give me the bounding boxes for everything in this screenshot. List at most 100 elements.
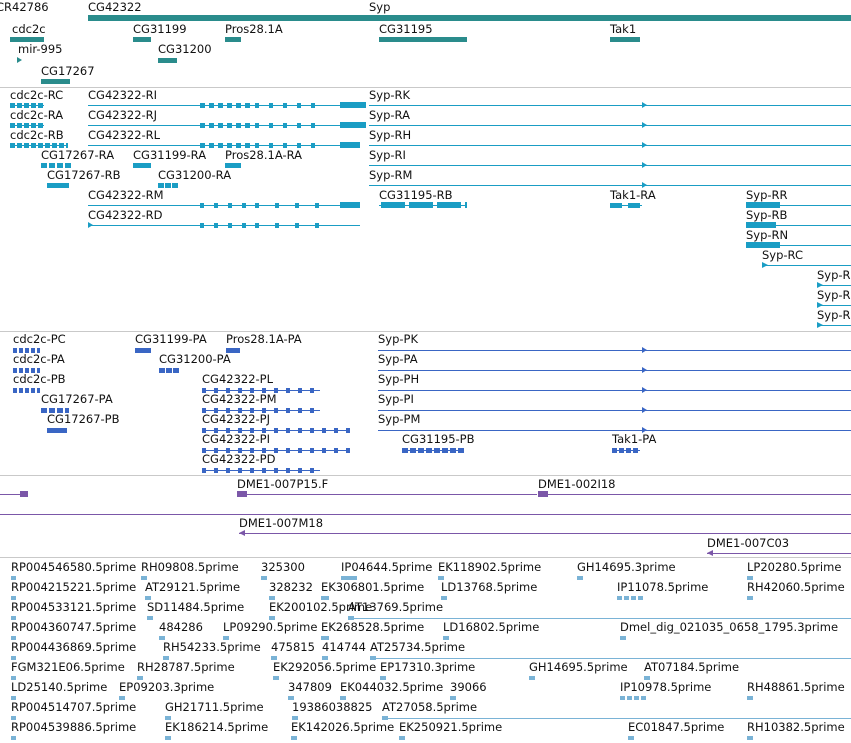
est-label[interactable]: 484286 [159, 620, 203, 634]
transcript-glyph[interactable] [369, 165, 851, 166]
est-label[interactable]: GH14695.3prime [577, 560, 676, 574]
transcript-label[interactable]: CG42322-RL [88, 128, 161, 142]
gene-label[interactable]: Syp [369, 0, 391, 14]
protein-label[interactable]: Pros28.1A-PA [226, 332, 302, 346]
protein-label[interactable]: CG17267-PA [41, 392, 113, 406]
protein-glyph[interactable] [135, 348, 151, 353]
clone-glyph[interactable] [0, 514, 851, 515]
est-label[interactable]: EK118902.5prime [438, 560, 542, 574]
protein-label[interactable]: CG31199-PA [135, 332, 207, 346]
clone-glyph[interactable] [707, 553, 851, 554]
est-label[interactable]: EK250921.5prime [399, 720, 503, 734]
est-label[interactable]: EP17310.3prime [380, 660, 476, 674]
transcript-glyph[interactable] [369, 145, 851, 146]
transcript-label[interactable]: Syp-RB [746, 208, 788, 222]
protein-label[interactable]: CG42322-PL [202, 372, 274, 386]
est-label[interactable]: GH21711.5prime [165, 700, 264, 714]
protein-glyph[interactable] [13, 368, 40, 373]
protein-glyph[interactable] [226, 348, 240, 353]
gene-label[interactable]: cdc2c [12, 22, 46, 36]
transcript-glyph[interactable] [817, 325, 851, 326]
protein-label[interactable]: CG42322-PI [202, 432, 271, 446]
transcript-glyph[interactable] [369, 185, 851, 186]
est-label[interactable]: SD11484.5prime [147, 600, 245, 614]
protein-glyph[interactable] [159, 368, 179, 373]
est-label[interactable]: AT13769.5prime [348, 600, 444, 614]
transcript-label[interactable]: CG17267-RA [41, 148, 115, 162]
est-label[interactable]: EK142026.5prime [291, 720, 395, 734]
transcript-label[interactable]: Tak1-RA [610, 188, 656, 202]
protein-glyph[interactable] [13, 348, 40, 353]
est-label[interactable]: 414744 [322, 640, 366, 654]
est-label[interactable]: EK268528.5prime [321, 620, 425, 634]
gene-label[interactable]: CG31195 [379, 22, 433, 36]
protein-glyph[interactable] [378, 350, 851, 351]
transcript-glyph[interactable] [746, 245, 851, 246]
est-label[interactable]: 325300 [261, 560, 305, 574]
protein-glyph[interactable] [378, 410, 851, 411]
clone-glyph[interactable] [538, 494, 851, 495]
est-label[interactable]: EC01847.5prime [628, 720, 725, 734]
transcript-label[interactable]: Syp-R [817, 308, 851, 322]
gene-glyph[interactable] [17, 57, 22, 63]
transcript-label[interactable]: Syp-RR [746, 188, 788, 202]
transcript-glyph[interactable] [369, 105, 851, 106]
est-label[interactable]: IP11078.5prime [617, 580, 709, 594]
clone-label[interactable]: DME1-007P15.F [237, 477, 329, 491]
gene-glyph[interactable] [610, 37, 640, 42]
transcript-label[interactable]: Syp-RC [762, 248, 804, 262]
est-label[interactable]: AT25734.5prime [370, 640, 466, 654]
protein-glyph[interactable] [41, 408, 69, 413]
est-label[interactable]: RP004215221.5prime [11, 580, 137, 594]
protein-label[interactable]: CG31195-PB [402, 432, 475, 446]
transcript-glyph[interactable] [369, 125, 851, 126]
transcript-glyph[interactable] [47, 183, 69, 188]
est-label[interactable]: RP004514707.5prime [11, 700, 137, 714]
transcript-label[interactable]: CG42322-RM [88, 188, 164, 202]
est-label[interactable]: 347809 [288, 680, 332, 694]
gene-glyph[interactable] [369, 15, 851, 21]
est-label[interactable]: RP004360747.5prime [11, 620, 137, 634]
clone-glyph[interactable] [0, 494, 28, 495]
est-label[interactable]: AT07184.5prime [644, 660, 740, 674]
protein-label[interactable]: cdc2c-PB [13, 372, 66, 386]
transcript-label[interactable]: CG31195-RB [379, 188, 453, 202]
transcript-label[interactable]: cdc2c-RA [10, 108, 64, 122]
est-label[interactable]: 19386038825 [292, 700, 373, 714]
transcript-label[interactable]: CG42322-RD [88, 208, 163, 222]
est-label[interactable]: LP20280.5prime [747, 560, 842, 574]
gene-label[interactable]: CG42322 [88, 0, 142, 14]
protein-label[interactable]: CG17267-PB [47, 412, 120, 426]
protein-label[interactable]: CG31200-PA [159, 352, 231, 366]
protein-label[interactable]: CG42322-PM [202, 392, 277, 406]
est-label[interactable]: RH42060.5prime [747, 580, 845, 594]
transcript-glyph[interactable] [817, 305, 851, 306]
est-label[interactable]: 328232 [269, 580, 313, 594]
gene-glyph[interactable] [133, 37, 151, 42]
transcript-label[interactable]: Syp-RM [369, 168, 413, 182]
protein-glyph[interactable] [378, 430, 851, 431]
gene-label[interactable]: CG31199 [133, 22, 187, 36]
gene-glyph[interactable] [10, 37, 44, 42]
est-label[interactable]: AT27058.5prime [382, 700, 478, 714]
transcript-glyph[interactable] [41, 163, 71, 168]
protein-glyph[interactable] [13, 388, 40, 393]
transcript-glyph[interactable] [158, 183, 178, 188]
gene-label[interactable]: Pros28.1A [225, 22, 283, 36]
protein-glyph[interactable] [378, 390, 851, 391]
est-label[interactable]: EK306801.5prime [321, 580, 425, 594]
est-label[interactable]: RP004539886.5prime [11, 720, 137, 734]
gene-glyph[interactable] [379, 37, 467, 42]
clone-glyph[interactable] [237, 494, 537, 495]
est-label[interactable]: RH48861.5prime [747, 680, 845, 694]
protein-label[interactable]: Syp-PK [378, 332, 419, 346]
est-label[interactable]: FGM321E06.5prime [11, 660, 125, 674]
est-label[interactable]: EP09203.3prime [119, 680, 215, 694]
transcript-glyph[interactable] [746, 225, 851, 226]
transcript-label[interactable]: CG42322-RI [88, 88, 158, 102]
protein-label[interactable]: CG42322-PD [202, 452, 276, 466]
transcript-label[interactable]: Syp-RI [369, 148, 406, 162]
est-label[interactable]: RH09808.5prime [141, 560, 239, 574]
est-label[interactable]: RP004436869.5prime [11, 640, 137, 654]
protein-label[interactable]: Syp-PI [378, 392, 414, 406]
